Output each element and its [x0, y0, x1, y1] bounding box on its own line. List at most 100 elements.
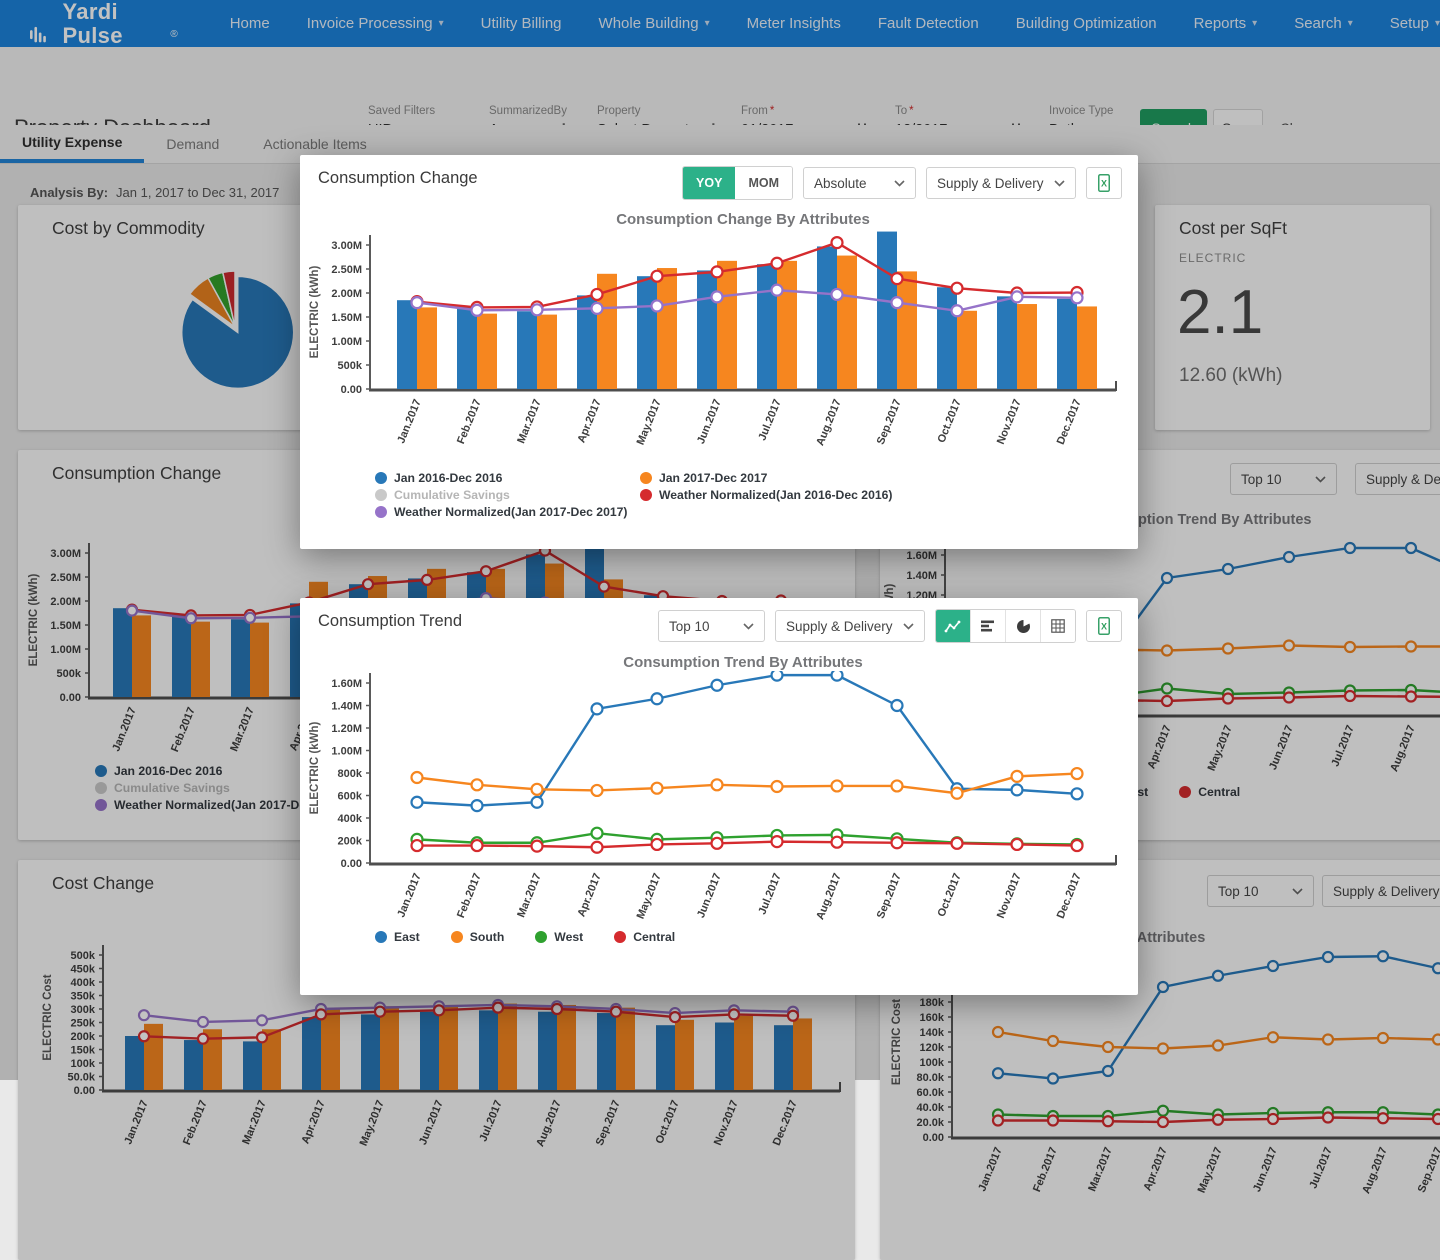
excel-export-icon: X	[1098, 617, 1110, 635]
chart-type-switcher	[935, 609, 1076, 643]
svg-text:60.0k: 60.0k	[916, 1087, 944, 1099]
svg-text:X: X	[1101, 179, 1107, 189]
svg-text:1.20M: 1.20M	[331, 723, 362, 735]
tab-demand[interactable]: Demand	[166, 136, 220, 152]
nav-item-invoice-processing[interactable]: Invoice Processing ▾	[306, 15, 444, 32]
table-view-button[interactable]	[1041, 610, 1075, 642]
excel-export-button[interactable]: X	[1086, 610, 1122, 642]
tab-utility-expense[interactable]: Utility Expense	[0, 125, 145, 163]
top10-select[interactable]: Top 10	[658, 610, 765, 642]
svg-text:Jun.2017: Jun.2017	[695, 872, 724, 920]
nav-item-building-optimization[interactable]: Building Optimization	[1015, 15, 1157, 32]
svg-text:Aug.2017: Aug.2017	[1360, 1146, 1389, 1196]
nav-item-fault-detection[interactable]: Fault Detection	[877, 15, 979, 32]
absolute-select[interactable]: Absolute	[803, 167, 916, 199]
svg-text:ELECTRIC Cost: ELECTRIC Cost	[891, 999, 903, 1085]
nav-item-home[interactable]: Home	[229, 15, 270, 32]
svg-text:Jan.2017: Jan.2017	[976, 1146, 1005, 1194]
top10-select[interactable]: Top 10	[1230, 463, 1337, 495]
brand-name: Yardi Pulse	[62, 0, 123, 48]
svg-text:0.00: 0.00	[74, 1085, 95, 1097]
supply-delivery-select[interactable]: Supply & Delivery	[926, 167, 1076, 199]
nav-item-setup[interactable]: Setup ▾	[1389, 15, 1440, 32]
svg-text:180k: 180k	[920, 997, 945, 1009]
tab-actionable-items[interactable]: Actionable Items	[263, 136, 367, 152]
svg-text:0.00: 0.00	[341, 384, 362, 396]
bar-chart-icon	[981, 620, 994, 632]
svg-text:May.2017: May.2017	[1196, 1146, 1225, 1195]
nav-item-search[interactable]: Search ▾	[1294, 15, 1353, 32]
svg-text:Nov.2017: Nov.2017	[712, 1099, 741, 1148]
yardi-pulse-logo[interactable]: Yardi Pulse ®	[30, 0, 178, 48]
yoy-mom-toggle: YOY MOM	[682, 166, 793, 200]
nav-item-reports[interactable]: Reports ▾	[1193, 15, 1258, 32]
svg-text:Nov.2017: Nov.2017	[995, 872, 1024, 921]
excel-export-button[interactable]: X	[1086, 167, 1122, 199]
chart-legend[interactable]: Jan 2016-Dec 2016 Cumulative Savings Weath…	[375, 469, 1138, 520]
svg-text:Apr.2017: Apr.2017	[575, 872, 603, 919]
svg-text:350k: 350k	[71, 991, 96, 1003]
svg-text:1.40M: 1.40M	[331, 701, 362, 713]
tab-bar: Utility Expense Demand Actionable Items	[0, 125, 1440, 164]
svg-text:X: X	[1101, 622, 1107, 632]
svg-text:250k: 250k	[71, 1018, 96, 1030]
svg-text:40.0k: 40.0k	[916, 1102, 944, 1114]
svg-text:Feb.2017: Feb.2017	[169, 706, 198, 754]
svg-text:Jun.2017: Jun.2017	[1267, 724, 1296, 772]
svg-text:Apr.2017: Apr.2017	[1145, 724, 1173, 771]
excel-export-icon: X	[1098, 174, 1110, 192]
chart-title: Consumption Trend By Attributes	[623, 654, 863, 671]
modal-controls: YOY MOM Absolute Supply & Delivery X	[682, 166, 1122, 200]
svg-text:Dec.2017: Dec.2017	[1055, 398, 1084, 447]
svg-text:Apr.2017: Apr.2017	[575, 398, 603, 445]
svg-text:3.00M: 3.00M	[50, 548, 81, 560]
top-nav: Yardi Pulse ® Home Invoice Processing ▾ U…	[0, 0, 1440, 47]
consumption-trend-by-attributes-chart: 0.00 200k 400k 600k 800k 1.00M 1.20M 1.40M 1.60M…	[309, 668, 1117, 921]
pie-chart-type-button[interactable]	[1006, 610, 1041, 642]
svg-text:20.0k: 20.0k	[916, 1117, 944, 1129]
svg-text:Feb.2017: Feb.2017	[181, 1099, 210, 1147]
top10-select[interactable]: Top 10	[1207, 875, 1314, 907]
line-chart-type-button[interactable]	[936, 610, 971, 642]
svg-text:0.00: 0.00	[341, 858, 362, 870]
chevron-down-icon	[1292, 887, 1303, 895]
bar-chart-type-button[interactable]	[971, 610, 1006, 642]
nav-item-utility-billing[interactable]: Utility Billing	[480, 15, 562, 32]
svg-text:1.40M: 1.40M	[906, 570, 937, 582]
required-asterisk: *	[909, 105, 914, 117]
svg-text:ELECTRIC (kWh): ELECTRIC (kWh)	[309, 266, 321, 359]
svg-text:Mar.2017: Mar.2017	[1086, 1146, 1115, 1194]
svg-text:May.2017: May.2017	[635, 872, 664, 921]
svg-text:Jul.2017: Jul.2017	[1329, 724, 1356, 769]
svg-text:0.00: 0.00	[60, 692, 81, 704]
svg-text:Jan.2017: Jan.2017	[395, 398, 424, 446]
consumption-change-by-attributes-chart: 0.00 500k 1.00M 1.50M 2.00M 2.50M 3.00M ELECTRI…	[309, 231, 1117, 448]
supply-delivery-select[interactable]: Supply & Delivery	[1322, 875, 1440, 907]
svg-text:Nov.2017: Nov.2017	[995, 398, 1024, 447]
nav-item-whole-building[interactable]: Whole Building ▾	[598, 15, 710, 32]
svg-text:Sep.2017: Sep.2017	[875, 872, 904, 921]
svg-text:500k: 500k	[338, 360, 363, 372]
chevron-down-icon: ▾	[1252, 18, 1258, 29]
svg-text:Jan.2017: Jan.2017	[110, 706, 139, 754]
chevron-down-icon: ▾	[704, 18, 710, 29]
supply-delivery-select[interactable]: Supply & Delivery	[775, 610, 925, 642]
svg-text:Aug.2017: Aug.2017	[814, 398, 843, 448]
supply-delivery-select[interactable]: Supply & Delivery	[1355, 463, 1440, 495]
svg-text:Jun.2017: Jun.2017	[417, 1099, 446, 1147]
svg-text:Feb.2017: Feb.2017	[455, 398, 484, 446]
svg-text:May.2017: May.2017	[635, 398, 664, 447]
yoy-toggle-button[interactable]: YOY	[683, 167, 736, 199]
svg-text:1.50M: 1.50M	[331, 312, 362, 324]
mom-toggle-button[interactable]: MOM	[735, 167, 792, 199]
svg-text:Apr.2017: Apr.2017	[299, 1099, 327, 1146]
svg-text:80.0k: 80.0k	[916, 1072, 944, 1084]
svg-text:600k: 600k	[338, 791, 363, 803]
svg-text:Sep.2017: Sep.2017	[875, 398, 904, 447]
svg-text:200k: 200k	[338, 836, 363, 848]
svg-text:Feb.2017: Feb.2017	[1031, 1146, 1060, 1194]
nav-menu: Home Invoice Processing ▾ Utility Billing…	[230, 15, 1440, 32]
registered-mark: ®	[170, 28, 178, 40]
nav-item-meter-insights[interactable]: Meter Insights	[746, 15, 841, 32]
